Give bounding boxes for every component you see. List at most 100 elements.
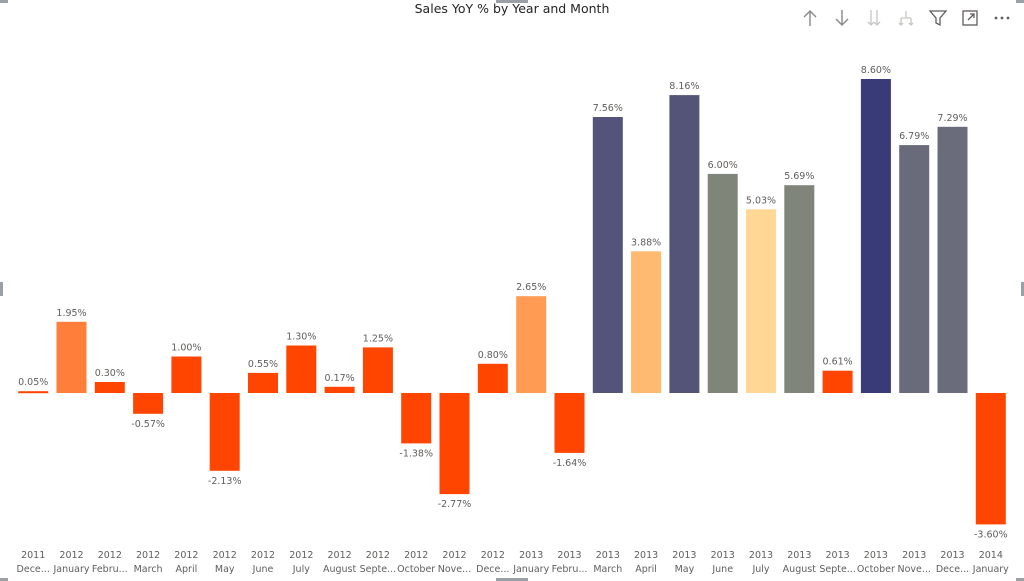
x-tick-month-20: August [783, 564, 817, 575]
x-tick-year-20: 2013 [787, 550, 811, 561]
x-tick-month-16: April [635, 564, 657, 575]
resize-handle-corner-tr[interactable] [1016, 0, 1024, 3]
x-tick-year-13: 2013 [519, 550, 543, 561]
x-tick-month-6: June [252, 564, 274, 575]
visual-header-toolbar [796, 6, 1016, 30]
bar-9[interactable] [362, 347, 393, 393]
data-label-17: 8.16% [669, 81, 699, 92]
more-options-icon[interactable] [988, 6, 1016, 30]
x-tick-month-21: Septe... [819, 564, 856, 575]
bar-10[interactable] [401, 393, 432, 444]
resize-handle-top[interactable] [496, 0, 528, 3]
bar-2[interactable] [94, 382, 125, 393]
x-tick-year-4: 2012 [174, 550, 198, 561]
arrow-up-icon[interactable] [796, 6, 824, 30]
resize-handle-corner-tl[interactable] [0, 0, 8, 3]
x-tick-year-0: 2011 [21, 550, 45, 561]
bar-19[interactable] [746, 209, 776, 393]
data-label-10: -1.38% [399, 448, 433, 459]
x-tick-month-12: Dece... [476, 564, 509, 575]
x-tick-year-21: 2013 [826, 550, 850, 561]
bar-8[interactable] [324, 386, 355, 393]
expand-hierarchy-icon[interactable] [892, 6, 920, 30]
x-tick-month-2: Febru... [92, 564, 128, 575]
x-tick-year-7: 2012 [289, 550, 313, 561]
data-label-22: 8.60% [861, 65, 891, 76]
resize-handle-corner-bl[interactable] [0, 578, 8, 581]
bar-11[interactable] [439, 393, 470, 495]
bar-22[interactable] [860, 79, 891, 393]
bar-15[interactable] [592, 117, 623, 393]
x-tick-month-25: January [972, 564, 1009, 575]
x-tick-month-7: July [292, 564, 310, 575]
x-tick-year-18: 2013 [711, 550, 735, 561]
filter-icon[interactable] [924, 6, 952, 30]
bar-3[interactable] [133, 393, 164, 414]
data-label-20: 5.69% [784, 171, 814, 182]
data-label-23: 6.79% [899, 131, 929, 142]
focus-mode-icon[interactable] [956, 6, 984, 30]
resize-handle-right[interactable] [1021, 282, 1024, 296]
bar-6[interactable] [248, 372, 278, 393]
data-label-9: 1.25% [363, 333, 393, 344]
bar-13[interactable] [516, 296, 547, 393]
x-tick-month-4: April [176, 564, 198, 575]
data-label-7: 1.30% [286, 332, 316, 343]
resize-handle-corner-br[interactable] [1016, 578, 1024, 581]
data-label-0: 0.05% [18, 377, 48, 388]
double-arrow-down-icon[interactable] [860, 6, 888, 30]
x-tick-month-15: March [593, 564, 622, 575]
x-tick-month-1: January [52, 564, 89, 575]
data-label-16: 3.88% [631, 237, 661, 248]
bar-16[interactable] [631, 251, 662, 393]
x-tick-month-10: October [397, 564, 435, 575]
bar-25[interactable] [975, 393, 1006, 525]
resize-handle-left[interactable] [0, 282, 3, 296]
x-tick-year-10: 2012 [404, 550, 428, 561]
resize-handle-bottom[interactable] [496, 578, 528, 581]
bar-4[interactable] [171, 356, 202, 394]
x-tick-year-2: 2012 [98, 550, 122, 561]
bar-14[interactable] [554, 393, 585, 453]
data-label-19: 5.03% [746, 195, 776, 206]
bar-17[interactable] [669, 95, 700, 393]
x-tick-year-6: 2012 [251, 550, 275, 561]
bar-1[interactable] [56, 321, 87, 393]
bar-21[interactable] [822, 370, 853, 393]
x-tick-year-17: 2013 [672, 550, 696, 561]
data-label-3: -0.57% [131, 419, 165, 430]
bar-12[interactable] [477, 363, 508, 393]
x-tick-year-16: 2013 [634, 550, 658, 561]
bar-7[interactable] [286, 345, 317, 394]
x-tick-month-22: October [857, 564, 895, 575]
data-label-15: 7.56% [593, 103, 623, 114]
x-tick-year-23: 2013 [902, 550, 926, 561]
arrow-down-icon[interactable] [828, 6, 856, 30]
x-tick-month-23: Nove... [897, 564, 930, 575]
x-tick-month-18: June [711, 564, 733, 575]
x-tick-month-13: January [512, 564, 549, 575]
x-tick-year-1: 2012 [59, 550, 83, 561]
x-tick-year-25: 2014 [979, 550, 1003, 561]
bar-5[interactable] [209, 393, 240, 471]
data-label-5: -2.13% [208, 476, 242, 487]
bar-0[interactable] [18, 391, 49, 394]
x-tick-year-15: 2013 [596, 550, 620, 561]
bar-24[interactable] [937, 126, 968, 394]
x-tick-year-11: 2012 [442, 550, 466, 561]
data-label-8: 0.17% [325, 373, 355, 384]
data-label-14: -1.64% [553, 458, 587, 469]
x-tick-month-11: Nove... [438, 564, 471, 575]
x-tick-month-17: May [675, 564, 695, 575]
x-tick-month-8: August [323, 564, 357, 575]
data-label-2: 0.30% [95, 368, 125, 379]
bar-20[interactable] [784, 185, 815, 393]
data-label-6: 0.55% [248, 359, 278, 370]
x-tick-month-9: Septe... [360, 564, 397, 575]
x-tick-month-19: July [751, 564, 769, 575]
x-tick-year-22: 2013 [864, 550, 888, 561]
x-tick-month-5: May [215, 564, 235, 575]
bar-23[interactable] [899, 145, 930, 393]
bar-18[interactable] [707, 173, 738, 393]
